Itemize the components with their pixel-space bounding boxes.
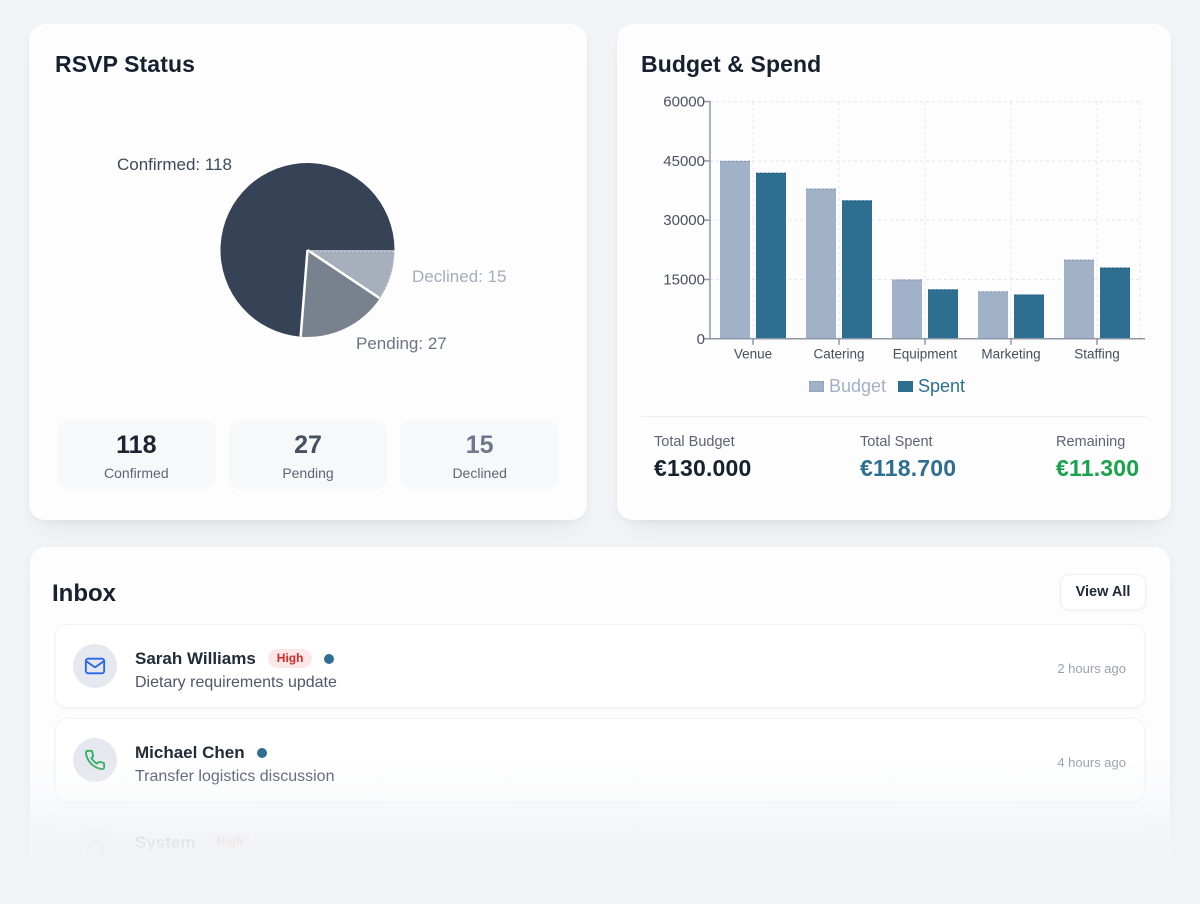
svg-text:Staffing: Staffing [1074,346,1120,361]
svg-text:30000: 30000 [663,212,705,229]
svg-text:45000: 45000 [663,153,705,170]
svg-text:Equipment: Equipment [893,346,958,361]
svg-text:Catering: Catering [813,346,864,361]
svg-text:0: 0 [697,331,705,348]
svg-text:15000: 15000 [663,272,705,289]
svg-text:Marketing: Marketing [981,346,1040,361]
svg-text:60000: 60000 [663,94,705,111]
svg-text:Venue: Venue [734,346,772,361]
